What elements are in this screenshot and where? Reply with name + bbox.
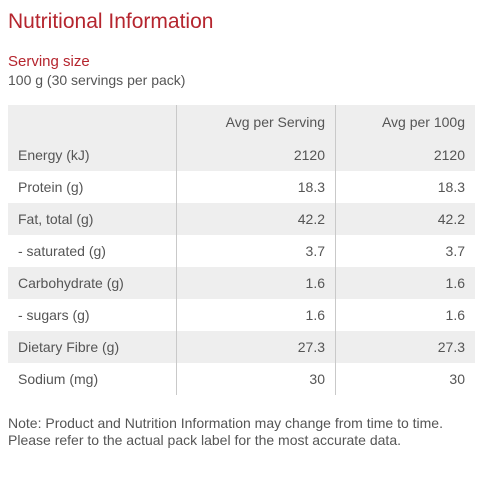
value-per-serving: 30 [176, 363, 336, 395]
table-row: - saturated (g) 3.7 3.7 [8, 235, 475, 267]
nutrient-name: Fat, total (g) [8, 203, 177, 235]
table-header-row: Avg per Serving Avg per 100g [8, 105, 475, 139]
nutrient-name: Energy (kJ) [8, 139, 177, 171]
table-row: Protein (g) 18.3 18.3 [8, 171, 475, 203]
value-per-serving: 42.2 [176, 203, 336, 235]
value-per-100g: 18.3 [335, 171, 475, 203]
value-per-serving: 3.7 [176, 235, 336, 267]
serving-size-value: 100 g (30 servings per pack) [8, 72, 186, 88]
table-row: - sugars (g) 1.6 1.6 [8, 299, 475, 331]
value-per-serving: 27.3 [176, 331, 336, 363]
nutrient-name: Carbohydrate (g) [8, 267, 177, 299]
table-row: Energy (kJ) 2120 2120 [8, 139, 475, 171]
header-avg-per-100g: Avg per 100g [335, 105, 475, 139]
value-per-100g: 42.2 [335, 203, 475, 235]
value-per-serving: 2120 [176, 139, 336, 171]
nutrition-panel: Nutritional Information Serving size 100… [8, 8, 475, 449]
serving-size-label: Serving size [8, 53, 90, 70]
nutrient-name: Dietary Fibre (g) [8, 331, 177, 363]
nutrient-name: Sodium (mg) [18, 371, 99, 387]
value-per-serving: 1.6 [176, 267, 336, 299]
table-row: Sodium (mg) 30 30 [8, 363, 475, 395]
value-per-100g: 3.7 [335, 235, 475, 267]
header-avg-per-serving: Avg per Serving [176, 105, 336, 139]
value-per-serving: 18.3 [176, 171, 336, 203]
value-per-serving: 1.6 [176, 299, 336, 331]
value-per-100g: 27.3 [335, 331, 475, 363]
value-per-100g: 1.6 [335, 267, 475, 299]
table-row: Fat, total (g) 42.2 42.2 [8, 203, 475, 235]
table-row: Carbohydrate (g) 1.6 1.6 [8, 267, 475, 299]
page-title: Nutritional Information [8, 10, 214, 33]
nutrient-name: - saturated (g) [18, 243, 106, 259]
value-per-100g: 2120 [335, 139, 475, 171]
nutrient-name: Protein (g) [18, 179, 84, 195]
table-row: Dietary Fibre (g) 27.3 27.3 [8, 331, 475, 363]
disclaimer-note: Note: Product and Nutrition Information … [8, 415, 443, 448]
value-per-100g: 30 [335, 363, 475, 395]
nutrient-name: - sugars (g) [18, 307, 90, 323]
value-per-100g: 1.6 [335, 299, 475, 331]
header-nutrient [8, 105, 177, 139]
nutrition-table: Avg per Serving Avg per 100g Energy (kJ)… [8, 105, 475, 395]
